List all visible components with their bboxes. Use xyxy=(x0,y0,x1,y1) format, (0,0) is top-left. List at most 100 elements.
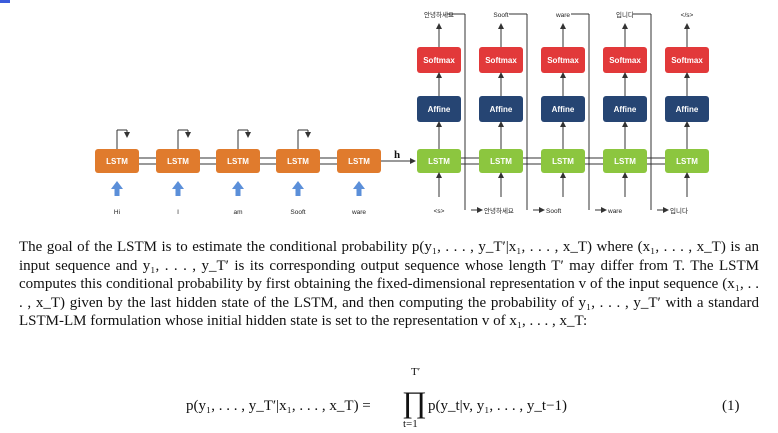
decoder-softmax-3-label: Softmax xyxy=(547,56,579,65)
decoder-lstm-1-rect xyxy=(417,149,461,173)
decoder-lstm-1-label: LSTM xyxy=(428,157,450,166)
decoder-softmax-1-label: Softmax xyxy=(423,56,455,65)
decoder-input-2: 안녕하세요 xyxy=(484,206,514,215)
input-arrow-5 xyxy=(353,181,365,196)
decoder-affine-3-label: Affine xyxy=(552,105,575,114)
encoder-lstm-4-label: LSTM xyxy=(287,157,309,166)
decoder-output-4: 입니다 xyxy=(616,10,634,19)
encoder-input-2: I xyxy=(177,209,179,216)
equation-number: (1) xyxy=(722,398,740,414)
decoder-lstm-4-rect xyxy=(603,149,647,173)
encoder-input-4: Sooft xyxy=(290,209,305,216)
decoder-lstm-5-label: LSTM xyxy=(676,157,698,166)
decoder-affine-1-label: Affine xyxy=(428,105,451,114)
decoder-affine-1-rect xyxy=(417,96,461,122)
input-arrow-shaft-3 xyxy=(235,188,241,196)
decoder-softmax-2: Softmax xyxy=(479,47,523,73)
input-arrow-head-2 xyxy=(172,181,184,189)
input-arrow-head-1 xyxy=(111,181,123,189)
input-arrow-shaft-4 xyxy=(295,188,301,196)
encoder-lstm-3: LSTM xyxy=(216,149,260,173)
product-lower-limit: t=1 xyxy=(403,418,418,430)
decoder-affine-4-label: Affine xyxy=(614,105,637,114)
encoder-lstm-4: LSTM xyxy=(276,149,320,173)
encoder-lstm-2: LSTM xyxy=(156,149,200,173)
encoder-lstm-1-label: LSTM xyxy=(106,157,128,166)
decoder-input-5: 입니다 xyxy=(670,206,688,215)
decoder-softmax-5-rect xyxy=(665,47,709,73)
decoder-lstm-2: LSTM xyxy=(479,149,523,173)
decoder-lstm-1: LSTM xyxy=(417,149,461,173)
encoder-input-3: am xyxy=(233,209,242,216)
encoder-lstm-5: LSTM xyxy=(337,149,381,173)
decoder: LSTM Affine Softmax 안녕하세요 <s> LSTM Affine Softm… xyxy=(417,10,709,215)
encoder-lstm-1-rect xyxy=(95,149,139,173)
decoder-affine-1: Affine xyxy=(417,96,461,122)
decoder-softmax-3: Softmax xyxy=(541,47,585,73)
decoder-lstm-2-label: LSTM xyxy=(490,157,512,166)
decoder-lstm-4: LSTM xyxy=(603,149,647,173)
encoder-input-5: ware xyxy=(351,209,366,216)
hidden-state-label: h xyxy=(394,149,400,161)
decoder-lstm-3: LSTM xyxy=(541,149,585,173)
decoder-affine-2: Affine xyxy=(479,96,523,122)
decoder-affine-4-rect xyxy=(603,96,647,122)
corner-decoration xyxy=(0,0,10,3)
input-arrow-4 xyxy=(292,181,304,196)
decoder-lstm-3-rect xyxy=(541,149,585,173)
encoder-lstm-2-label: LSTM xyxy=(167,157,189,166)
decoder-softmax-4-rect xyxy=(603,47,647,73)
decoder-affine-3-rect xyxy=(541,96,585,122)
decoder-affine-5: Affine xyxy=(665,96,709,122)
decoder-input-1: <s> xyxy=(434,208,445,215)
equation-rhs: p(y_t|v, y₁, . . . , y_t−1) xyxy=(428,398,568,414)
input-arrow-head-4 xyxy=(292,181,304,189)
decoder-output-2: Sooft xyxy=(493,12,508,19)
decoder-affine-2-rect xyxy=(479,96,523,122)
input-arrow-head-5 xyxy=(353,181,365,189)
encoder-lstm-3-rect xyxy=(216,149,260,173)
encoder-lstm-1: LSTM xyxy=(95,149,139,173)
decoder-softmax-1: Softmax xyxy=(417,47,461,73)
encoder-lstm-5-label: LSTM xyxy=(348,157,370,166)
decoder-lstm-4-label: LSTM xyxy=(614,157,636,166)
product-symbol: ∏ xyxy=(402,386,427,419)
input-arrow-head-3 xyxy=(232,181,244,189)
equation-1: p(y₁, . . . , y_T′|x₁, . . . , x_T) = T′… xyxy=(0,360,778,430)
decoder-output-3: ware xyxy=(555,12,570,19)
product-upper-limit: T′ xyxy=(411,366,421,378)
decoder-lstm-5-rect xyxy=(665,149,709,173)
decoder-affine-5-rect xyxy=(665,96,709,122)
description-paragraph: The goal of the LSTM is to estimate the … xyxy=(19,239,759,329)
input-arrow-shaft-2 xyxy=(175,188,181,196)
encoder: LSTM Hi LSTM I LSTM am LSTM Sooft LSTM ware h xyxy=(95,129,416,216)
decoder-lstm-2-rect xyxy=(479,149,523,173)
decoder-input-3: Sooft xyxy=(546,208,561,215)
input-arrow-shaft-5 xyxy=(356,188,362,196)
decoder-softmax-3-rect xyxy=(541,47,585,73)
decoder-affine-3: Affine xyxy=(541,96,585,122)
encoder-input-1: Hi xyxy=(114,209,120,216)
decoder-softmax-2-label: Softmax xyxy=(485,56,517,65)
decoder-affine-4: Affine xyxy=(603,96,647,122)
decoder-softmax-4: Softmax xyxy=(603,47,647,73)
equation-lhs: p(y₁, . . . , y_T′|x₁, . . . , x_T) = xyxy=(186,398,371,414)
input-arrow-2 xyxy=(172,181,184,196)
encoder-lstm-3-label: LSTM xyxy=(227,157,249,166)
decoder-softmax-5-label: Softmax xyxy=(671,56,703,65)
decoder-softmax-5: Softmax xyxy=(665,47,709,73)
decoder-input-4: ware xyxy=(607,208,622,215)
decoder-output-1: 안녕하세요 xyxy=(424,10,454,19)
decoder-affine-2-label: Affine xyxy=(490,105,513,114)
input-arrow-3 xyxy=(232,181,244,196)
decoder-output-5: </s> xyxy=(681,12,694,19)
decoder-affine-5-label: Affine xyxy=(676,105,699,114)
decoder-softmax-1-rect xyxy=(417,47,461,73)
decoder-lstm-3-label: LSTM xyxy=(552,157,574,166)
seq2seq-diagram: LSTM Hi LSTM I LSTM am LSTM Sooft LSTM ware h LSTM… xyxy=(95,10,709,216)
encoder-lstm-5-rect xyxy=(337,149,381,173)
decoder-lstm-5: LSTM xyxy=(665,149,709,173)
encoder-lstm-2-rect xyxy=(156,149,200,173)
decoder-softmax-2-rect xyxy=(479,47,523,73)
encoder-lstm-4-rect xyxy=(276,149,320,173)
